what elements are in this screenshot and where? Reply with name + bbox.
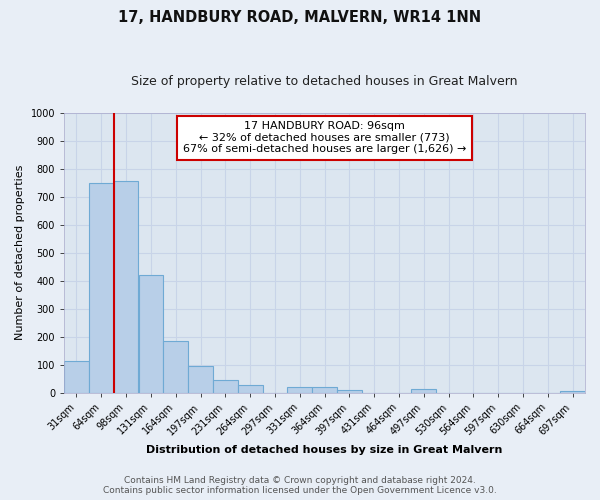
Title: Size of property relative to detached houses in Great Malvern: Size of property relative to detached ho… (131, 75, 518, 88)
Y-axis label: Number of detached properties: Number of detached properties (15, 165, 25, 340)
Text: 17 HANDBURY ROAD: 96sqm
← 32% of detached houses are smaller (773)
67% of semi-d: 17 HANDBURY ROAD: 96sqm ← 32% of detache… (183, 121, 466, 154)
Bar (89, 184, 113, 392)
X-axis label: Distribution of detached houses by size in Great Malvern: Distribution of detached houses by size … (146, 445, 503, 455)
Bar (287, 387, 312, 392)
Bar (188, 366, 213, 392)
Bar (560, 391, 585, 392)
Bar (312, 387, 337, 392)
Bar (113, 180, 139, 392)
Bar (64, 361, 89, 392)
Bar (213, 380, 238, 392)
Bar (163, 341, 188, 392)
Text: 17, HANDBURY ROAD, MALVERN, WR14 1NN: 17, HANDBURY ROAD, MALVERN, WR14 1NN (118, 10, 482, 25)
Bar (337, 390, 362, 392)
Bar (412, 389, 436, 392)
Bar (238, 385, 263, 392)
Bar (139, 275, 163, 392)
Text: Contains HM Land Registry data © Crown copyright and database right 2024.
Contai: Contains HM Land Registry data © Crown c… (103, 476, 497, 495)
